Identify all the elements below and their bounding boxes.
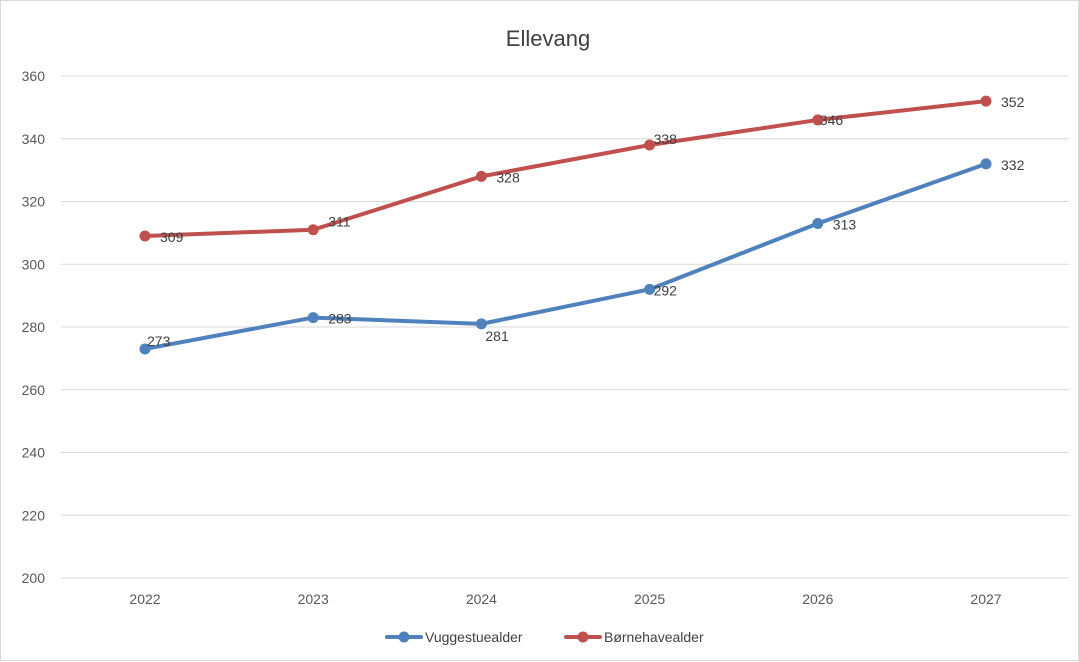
y-tick-label: 200	[22, 570, 46, 586]
legend-marker	[398, 631, 410, 643]
data-label: 338	[654, 131, 678, 147]
y-tick-label: 280	[22, 319, 46, 335]
legend-label: Vuggestuealder	[425, 629, 523, 645]
legend: Vuggestuealder Børnehavealder	[385, 629, 704, 645]
y-tick-label: 360	[22, 68, 46, 84]
x-tick-label: 2022	[129, 591, 160, 607]
x-axis-ticks: 2022 2023 2024 2025 2026 2027	[129, 591, 1001, 607]
data-label: 309	[160, 229, 184, 245]
data-point	[139, 230, 151, 242]
legend-item-1: Vuggestuealder	[385, 629, 523, 645]
y-tick-label: 300	[22, 256, 46, 272]
series-2: 309 311 328 338 346 352	[139, 94, 1025, 245]
data-point	[644, 139, 656, 151]
y-tick-label: 240	[22, 445, 46, 461]
y-tick-label: 220	[22, 507, 46, 523]
data-point	[980, 95, 992, 107]
data-label: 292	[654, 282, 678, 298]
chart-title: Ellevang	[506, 26, 590, 51]
x-tick-label: 2026	[802, 591, 833, 607]
data-point	[644, 283, 656, 295]
y-axis-ticks: 200 220 240 260 280 300 320 340 360	[22, 68, 46, 586]
y-tick-label: 320	[22, 194, 46, 210]
y-tick-label: 260	[22, 382, 46, 398]
data-point	[812, 114, 824, 126]
data-point	[812, 217, 824, 229]
data-label: 328	[496, 169, 520, 185]
data-point	[475, 170, 487, 182]
series-line	[143, 99, 988, 239]
data-label: 311	[328, 214, 351, 230]
series-line	[143, 161, 988, 351]
data-label: 283	[328, 311, 352, 327]
data-point	[139, 343, 151, 355]
y-tick-label: 340	[22, 131, 46, 147]
legend-item-2: Børnehavealder	[564, 629, 704, 645]
series-1: 273 283 281 292 313 332	[139, 157, 1025, 355]
x-tick-label: 2027	[970, 591, 1001, 607]
gridlines	[61, 75, 1069, 579]
data-point	[980, 158, 992, 170]
legend-marker	[577, 631, 589, 643]
series-group: 273 283 281 292 313 332 309 311 328 338 346 352	[139, 94, 1025, 355]
data-label: 273	[147, 333, 171, 349]
x-tick-label: 2025	[634, 591, 665, 607]
data-point	[307, 224, 319, 236]
data-label: 281	[485, 328, 509, 344]
x-tick-label: 2023	[298, 591, 329, 607]
data-label: 352	[1001, 94, 1025, 110]
legend-label: Børnehavealder	[604, 629, 704, 645]
data-point	[475, 318, 487, 330]
data-label: 332	[1001, 157, 1025, 173]
data-point	[307, 312, 319, 324]
x-tick-label: 2024	[466, 591, 497, 607]
data-label: 346	[820, 112, 844, 128]
data-label: 313	[833, 216, 857, 232]
